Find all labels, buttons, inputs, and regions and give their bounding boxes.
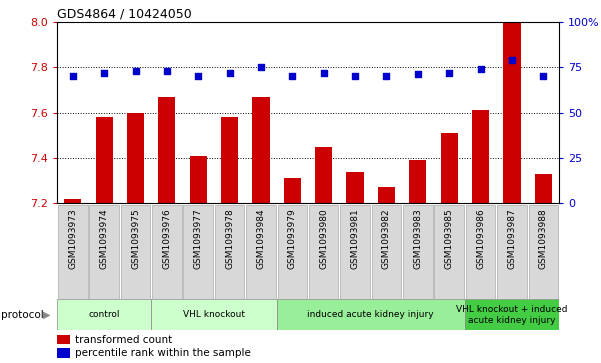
Text: induced acute kidney injury: induced acute kidney injury <box>308 310 434 319</box>
Bar <box>127 113 144 203</box>
Bar <box>189 156 207 203</box>
Text: GSM1093973: GSM1093973 <box>69 208 78 269</box>
Bar <box>276 299 465 330</box>
Bar <box>151 299 276 330</box>
Point <box>287 73 297 79</box>
Bar <box>371 205 401 299</box>
Bar <box>435 205 464 299</box>
Bar <box>57 335 70 344</box>
Bar <box>535 174 552 203</box>
Point <box>194 73 203 79</box>
Point <box>99 70 109 76</box>
Point <box>319 70 329 76</box>
Bar <box>221 117 238 203</box>
Point <box>350 73 360 79</box>
Point <box>444 70 454 76</box>
Bar <box>503 22 520 203</box>
Text: GSM1093985: GSM1093985 <box>445 208 454 269</box>
Text: GSM1093980: GSM1093980 <box>319 208 328 269</box>
Bar <box>346 172 364 203</box>
Bar <box>183 205 213 299</box>
Text: GSM1093987: GSM1093987 <box>507 208 516 269</box>
Text: percentile rank within the sample: percentile rank within the sample <box>75 348 251 358</box>
Point <box>225 70 234 76</box>
Bar <box>340 205 370 299</box>
Bar <box>466 205 495 299</box>
Text: VHL knockout + induced
acute kidney injury: VHL knockout + induced acute kidney inju… <box>456 305 567 325</box>
Text: GSM1093978: GSM1093978 <box>225 208 234 269</box>
Point <box>382 73 391 79</box>
Bar <box>215 205 245 299</box>
Text: GSM1093981: GSM1093981 <box>350 208 359 269</box>
Text: GSM1093974: GSM1093974 <box>100 208 109 269</box>
Text: GSM1093977: GSM1093977 <box>194 208 203 269</box>
Bar <box>90 205 119 299</box>
Text: GSM1093982: GSM1093982 <box>382 208 391 269</box>
Point <box>68 73 78 79</box>
Bar <box>441 133 458 203</box>
Point <box>476 66 486 72</box>
Bar <box>121 205 150 299</box>
Text: VHL knockout: VHL knockout <box>183 310 245 319</box>
Bar <box>472 110 489 203</box>
Text: GSM1093988: GSM1093988 <box>538 208 548 269</box>
Bar <box>278 205 307 299</box>
Point <box>256 64 266 70</box>
Bar <box>284 178 301 203</box>
Bar <box>309 205 338 299</box>
Text: GSM1093975: GSM1093975 <box>131 208 140 269</box>
Bar <box>528 205 558 299</box>
Bar <box>58 205 88 299</box>
Bar <box>409 160 427 203</box>
Text: GSM1093984: GSM1093984 <box>257 208 266 269</box>
Bar <box>96 117 113 203</box>
Text: GDS4864 / 10424050: GDS4864 / 10424050 <box>57 8 192 21</box>
Point <box>162 68 172 74</box>
Point <box>413 72 423 77</box>
Text: control: control <box>88 310 120 319</box>
Text: GSM1093983: GSM1093983 <box>413 208 423 269</box>
Bar <box>57 348 70 358</box>
Bar <box>465 299 559 330</box>
Bar <box>403 205 433 299</box>
Bar <box>57 299 151 330</box>
Bar <box>158 97 175 203</box>
Bar <box>246 205 276 299</box>
Bar <box>152 205 182 299</box>
Text: transformed count: transformed count <box>75 335 172 345</box>
Text: GSM1093976: GSM1093976 <box>162 208 171 269</box>
Point <box>538 73 548 79</box>
Text: ▶: ▶ <box>43 310 50 320</box>
Bar <box>64 199 81 203</box>
Point <box>130 68 140 74</box>
Bar <box>252 97 270 203</box>
Bar <box>497 205 526 299</box>
Text: protocol: protocol <box>1 310 44 320</box>
Text: GSM1093979: GSM1093979 <box>288 208 297 269</box>
Bar <box>378 187 395 203</box>
Bar <box>315 147 332 203</box>
Text: GSM1093986: GSM1093986 <box>476 208 485 269</box>
Point <box>507 57 517 63</box>
